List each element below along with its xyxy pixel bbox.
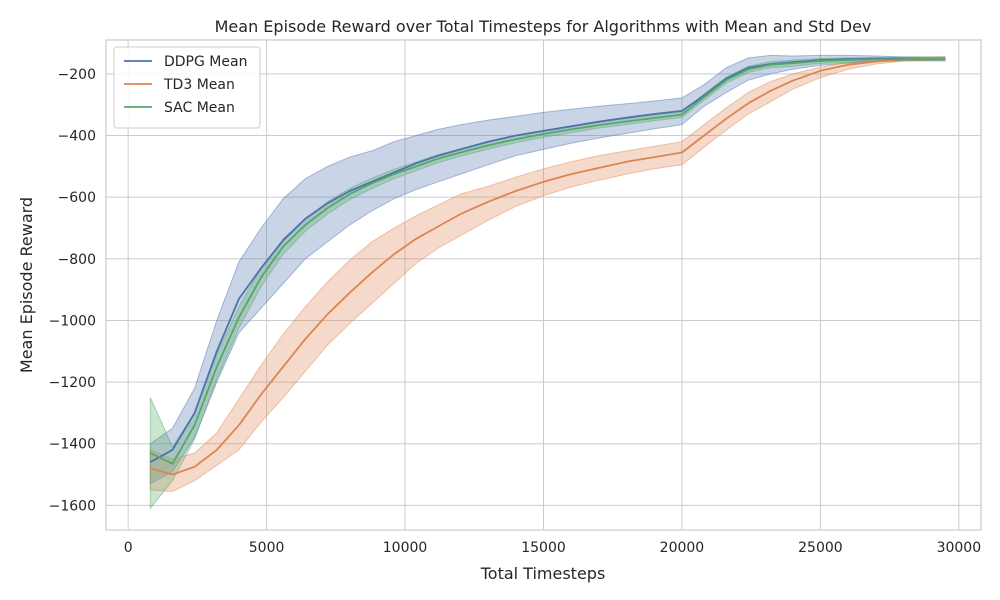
y-tick-label: −1400 — [49, 437, 96, 453]
legend-label-1: TD3 Mean — [163, 77, 235, 93]
std-band-2 — [149, 56, 946, 510]
x-tick-label: 10000 — [383, 540, 428, 556]
y-tick-label: −1200 — [49, 375, 96, 391]
x-axis-ticks: 0 5000 10000 15000 20000 25000 30000 — [124, 540, 981, 556]
chart-title: Mean Episode Reward over Total Timesteps… — [215, 17, 872, 36]
x-tick-label: 20000 — [660, 540, 705, 556]
grid — [106, 40, 981, 530]
mean-line-1 — [150, 57, 946, 476]
y-tick-label: −1600 — [49, 498, 96, 514]
y-tick-label: −800 — [58, 252, 96, 268]
mean-lines — [149, 57, 946, 476]
x-tick-label: 15000 — [521, 540, 566, 556]
y-axis-ticks: −1600 −1400 −1200 −1000 −800 −600 −400 −200 — [49, 67, 96, 514]
x-tick-label: 5000 — [249, 540, 285, 556]
x-axis-label: Total Timesteps — [480, 564, 606, 583]
mean-line-2 — [149, 58, 945, 465]
y-axis-label: Mean Episode Reward — [17, 197, 36, 373]
plot-frame — [105, 39, 982, 531]
y-tick-label: −400 — [58, 129, 96, 145]
std-band-0 — [149, 54, 946, 485]
x-tick-label: 25000 — [798, 540, 843, 556]
y-tick-label: −200 — [58, 67, 96, 83]
y-tick-label: −1000 — [49, 313, 96, 329]
legend: DDPG Mean TD3 Mean SAC Mean — [113, 46, 261, 129]
legend-label-0: DDPG Mean — [164, 54, 247, 70]
y-tick-label: −600 — [58, 190, 96, 206]
x-tick-label: 0 — [124, 540, 133, 556]
legend-label-2: SAC Mean — [164, 100, 235, 116]
x-tick-label: 30000 — [937, 540, 982, 556]
